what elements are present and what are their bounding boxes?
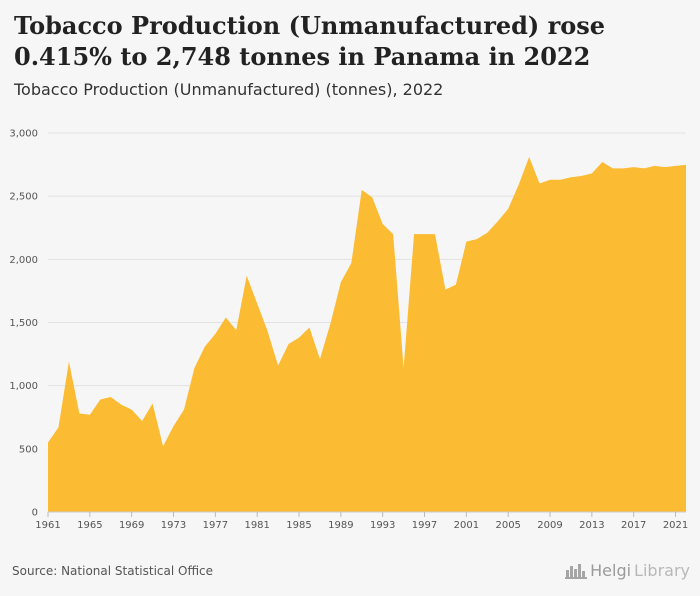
- brand-name-part2: Library: [634, 561, 690, 580]
- chart-title: Tobacco Production (Unmanufactured) rose…: [14, 11, 606, 71]
- x-tick-label: 1981: [244, 520, 269, 531]
- area-chart: 0 500 1,000 1,500 2,000 2,500 3,000 1961 1965 196…: [9, 129, 688, 532]
- y-tick-label: 1,500: [9, 318, 38, 329]
- x-tick-label: 1961: [35, 520, 60, 531]
- city-skyline-icon: [565, 563, 588, 579]
- y-tick-label: 500: [19, 444, 38, 455]
- y-tick-label: 2,000: [9, 255, 38, 266]
- x-tick-label: 2021: [663, 520, 688, 531]
- x-tick-label: 1993: [370, 520, 395, 531]
- x-tick-label: 2017: [621, 520, 646, 531]
- x-tick-label: 2013: [579, 520, 604, 531]
- area-series: [48, 157, 686, 512]
- x-tick-label: 1973: [161, 520, 186, 531]
- x-tick-label: 2009: [537, 520, 562, 531]
- brand-name-part1: Helgi: [590, 561, 632, 580]
- chart-subtitle: Tobacco Production (Unmanufactured) (ton…: [14, 80, 444, 99]
- x-tick-label: 1977: [203, 520, 228, 531]
- x-tick-label: 2005: [495, 520, 520, 531]
- y-tick-label: 1,000: [9, 381, 38, 392]
- y-tick-label: 2,500: [9, 192, 38, 203]
- x-tick-label: 1965: [77, 520, 102, 531]
- y-tick-label: 3,000: [9, 129, 38, 140]
- x-tick-label: 2001: [454, 520, 479, 531]
- source-note: Source: National Statistical Office: [12, 564, 214, 578]
- x-tick-label: 1969: [119, 520, 144, 531]
- brand-logo: Helgi Library: [565, 561, 690, 580]
- x-tick-label: 1997: [412, 520, 437, 531]
- x-tick-label: 1989: [328, 520, 353, 531]
- y-tick-label: 0: [32, 508, 38, 519]
- x-tick-label: 1985: [286, 520, 311, 531]
